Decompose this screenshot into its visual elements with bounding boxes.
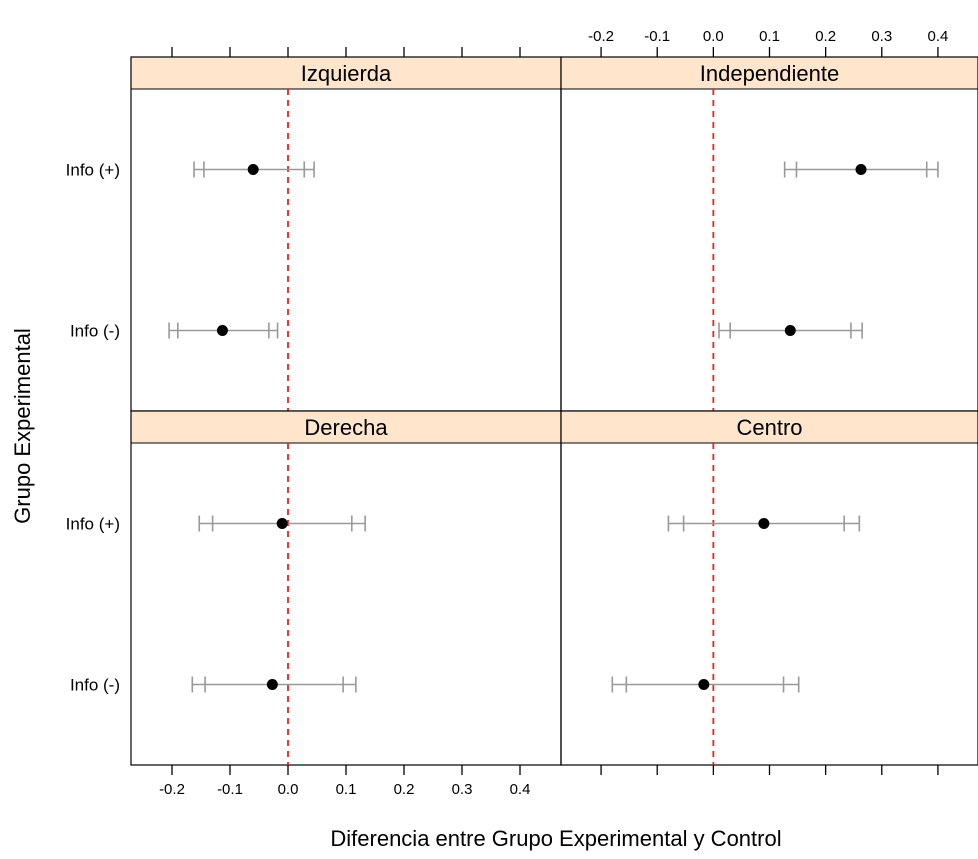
panel-frame bbox=[130, 410, 562, 766]
point-izquierda-info-plus bbox=[193, 161, 315, 178]
axes: -0.2 -0.1 0.0 0.1 0.2 0.3 0.4 -0.2 -0.1 0.0 0.1 0.2… bbox=[159, 28, 948, 798]
point-izquierda-info-minus bbox=[168, 322, 279, 339]
y-category-label: Info (+) bbox=[66, 515, 120, 534]
x-tick-label: 0.0 bbox=[278, 781, 299, 798]
point-centro-info-minus bbox=[611, 676, 800, 693]
x-tick-label: -0.1 bbox=[217, 781, 243, 798]
point-centro-info-plus bbox=[667, 515, 861, 532]
estimate-point bbox=[758, 518, 770, 529]
point-derecha-info-minus bbox=[191, 676, 357, 693]
estimate-point bbox=[784, 325, 796, 336]
x-tick-label: 0.2 bbox=[394, 781, 415, 798]
x-tick-label: -0.2 bbox=[159, 781, 185, 798]
y-axis-title: Grupo Experimental bbox=[10, 328, 35, 524]
x-tick-label: 0.3 bbox=[452, 781, 473, 798]
point-derecha-info-plus bbox=[198, 515, 366, 532]
estimate-point bbox=[216, 325, 228, 336]
strip-title: Independiente bbox=[700, 61, 839, 86]
estimate-point bbox=[266, 679, 278, 690]
y-category-label: Info (-) bbox=[70, 676, 120, 695]
x-tick-label: -0.1 bbox=[644, 28, 670, 45]
estimate-point bbox=[855, 164, 867, 175]
panel-izquierda: Izquierda bbox=[130, 56, 562, 412]
panels: Izquierda Info (+) Info (-) Independiente De… bbox=[66, 56, 978, 766]
estimate-point bbox=[698, 679, 710, 690]
x-tick-label: 0.2 bbox=[815, 28, 836, 45]
x-axis-title: Diferencia entre Grupo Experimental y Co… bbox=[330, 826, 781, 851]
panel-frame bbox=[560, 410, 978, 766]
x-tick-label: -0.2 bbox=[588, 28, 614, 45]
point-independiente-info-minus bbox=[718, 322, 863, 339]
y-category-label: Info (+) bbox=[66, 161, 120, 180]
x-tick-label: 0.4 bbox=[510, 781, 531, 798]
panel-independiente: Independiente bbox=[560, 56, 978, 412]
strip-background bbox=[130, 56, 562, 90]
panel-frame bbox=[560, 56, 978, 412]
estimate-point bbox=[276, 518, 288, 529]
point-independiente-info-plus bbox=[783, 161, 939, 178]
x-tick-label: 0.1 bbox=[759, 28, 780, 45]
strip-title: Centro bbox=[736, 415, 802, 440]
y-category-label: Info (-) bbox=[70, 322, 120, 341]
estimate-point bbox=[247, 164, 259, 175]
panel-derecha: Derecha bbox=[130, 410, 562, 766]
panel-frame bbox=[130, 56, 562, 412]
x-tick-label: 0.3 bbox=[871, 28, 892, 45]
strip-title: Izquierda bbox=[301, 61, 392, 86]
x-tick-label: 0.0 bbox=[703, 28, 724, 45]
panel-centro: Centro bbox=[560, 410, 978, 766]
x-tick-label: 0.4 bbox=[927, 28, 948, 45]
strip-title: Derecha bbox=[304, 415, 388, 440]
x-tick-label: 0.1 bbox=[336, 781, 357, 798]
